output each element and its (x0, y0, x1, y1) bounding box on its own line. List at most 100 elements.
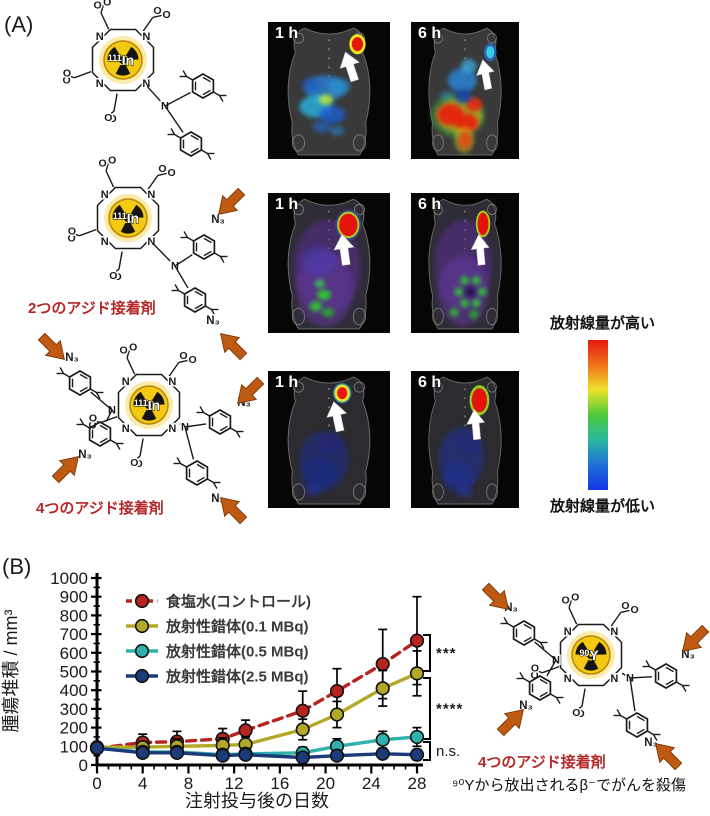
tumor-arrow-icon (470, 233, 490, 266)
colorbar-high-label: 放射線量が高い (550, 315, 656, 332)
tumor-hotspot (471, 388, 488, 413)
azide-group-label: N₃ (644, 737, 658, 749)
svg-text:N: N (96, 31, 104, 43)
scan-time-label: 1 h (275, 196, 299, 213)
svg-text:24: 24 (362, 774, 381, 793)
svg-text:O: O (68, 233, 76, 245)
svg-text:O: O (104, 112, 112, 124)
svg-text:12: 12 (225, 774, 244, 793)
structure-4-azide-caption: 4つのアジド接着剤 (36, 500, 164, 517)
svg-text:O: O (89, 413, 97, 425)
significance-label: **** (436, 701, 463, 718)
panel-b-label: (B) (2, 554, 32, 579)
azide-pointer-arrow-icon (51, 456, 79, 484)
spect-scan-row3-6h: 6 h (411, 371, 519, 508)
azide-group-label: N₃ (78, 449, 92, 461)
isotope-label: 90Y (579, 647, 599, 663)
spect-scan-row1-6h: 6 h (411, 22, 519, 159)
significance-label: n.s. (436, 743, 460, 760)
azide-pointer-arrow-icon (655, 743, 683, 771)
svg-text:4: 4 (138, 774, 147, 793)
svg-text:O: O (562, 595, 570, 607)
svg-text:N: N (610, 673, 618, 685)
svg-text:O: O (158, 163, 166, 175)
colorbar (588, 340, 608, 490)
svg-text:O: O (572, 707, 580, 719)
spect-scan-row1-1h: 1 h (268, 22, 390, 159)
svg-text:O: O (68, 226, 76, 238)
svg-text:O: O (63, 75, 71, 87)
svg-text:300: 300 (60, 700, 88, 719)
azide-pointer-arrow-icon (220, 333, 248, 361)
svg-text:O: O (179, 350, 187, 362)
svg-text:O: O (153, 5, 161, 17)
tumor-arrow-icon (476, 59, 495, 91)
svg-text:N: N (96, 78, 104, 90)
azide-group-label: N₃ (211, 214, 225, 226)
svg-text:O: O (162, 9, 170, 21)
svg-text:O: O (108, 113, 116, 125)
azide-pointer-arrow-icon (218, 187, 246, 215)
svg-text:O: O (103, 0, 111, 8)
svg-text:1000: 1000 (50, 569, 88, 588)
svg-text:100: 100 (60, 737, 88, 756)
svg-text:O: O (108, 154, 116, 166)
svg-text:20: 20 (316, 774, 335, 793)
isotope-label: 111In (113, 210, 139, 226)
svg-text:800: 800 (60, 606, 88, 625)
svg-text:O: O (99, 158, 107, 170)
svg-text:O: O (130, 457, 138, 469)
svg-text:700: 700 (60, 625, 88, 644)
scan-time-label: 6 h (418, 374, 442, 391)
azide-pointer-arrow-icon (496, 709, 524, 737)
svg-text:O: O (531, 670, 539, 682)
azide-group-label: N₃ (65, 352, 79, 364)
structure-90y-diagram: OOOOOOOONNNNNNN₃N₃N₃N₃90Y (481, 582, 710, 771)
svg-text:N: N (142, 78, 150, 90)
svg-text:N: N (122, 376, 130, 388)
svg-text:注射投与後の日数: 注射投与後の日数 (185, 791, 329, 811)
svg-text:N: N (564, 673, 572, 685)
svg-text:N: N (101, 189, 109, 201)
svg-text:N: N (122, 423, 130, 435)
svg-text:O: O (113, 271, 121, 283)
chart-series-3 (89, 741, 425, 765)
tumor-hotspot (351, 37, 364, 52)
svg-text:28: 28 (408, 774, 427, 793)
tumor-arrow-icon (333, 233, 355, 266)
svg-text:N: N (564, 626, 572, 638)
svg-text:400: 400 (60, 681, 88, 700)
significance-bracket-1: **** (423, 677, 463, 740)
svg-text:0: 0 (92, 774, 101, 793)
structure-90y-caption: 4つのアジド接着剤 (478, 754, 606, 771)
panel-a-label: (A) (4, 12, 34, 37)
scan-time-label: 1 h (275, 25, 299, 42)
tumor-arrow-icon (339, 51, 360, 83)
svg-text:O: O (120, 345, 128, 357)
structure-2-azide-diagram: OOOOOOOONNNNNN₃N₃111In (66, 153, 248, 361)
svg-text:O: O (531, 663, 539, 675)
significance-bracket-0: *** (423, 634, 456, 672)
svg-text:0: 0 (79, 756, 88, 775)
svg-text:O: O (134, 458, 142, 470)
svg-text:腫瘍堆積 / mm³: 腫瘍堆積 / mm³ (1, 610, 21, 733)
legend-item-label: 放射性錯体(0.1 MBq) (165, 618, 309, 636)
chart-legend: 食塩水(コントロール) 放射性錯体(0.1 MBq) 放射性錯体(0.5 MBq) 放… (126, 593, 311, 686)
beta-kill-caption: ⁹⁰Yから放出されるβ⁻でがんを殺傷 (452, 777, 686, 794)
svg-text:N: N (610, 626, 618, 638)
svg-text:O: O (109, 270, 117, 282)
svg-text:O: O (630, 604, 638, 616)
tumor-hotspot (337, 387, 348, 400)
svg-text:O: O (621, 600, 629, 612)
structure-0-azide-diagram: OOOOOOOONNNNN111In (61, 0, 227, 160)
svg-text:O: O (129, 341, 137, 353)
spect-scan-row2-1h: 1 h (268, 193, 390, 333)
svg-text:16: 16 (270, 774, 289, 793)
tumor-hotspot (486, 46, 495, 59)
significance-bracket-2: n.s. (423, 741, 460, 761)
svg-text:O: O (94, 0, 102, 12)
svg-text:8: 8 (184, 774, 193, 793)
